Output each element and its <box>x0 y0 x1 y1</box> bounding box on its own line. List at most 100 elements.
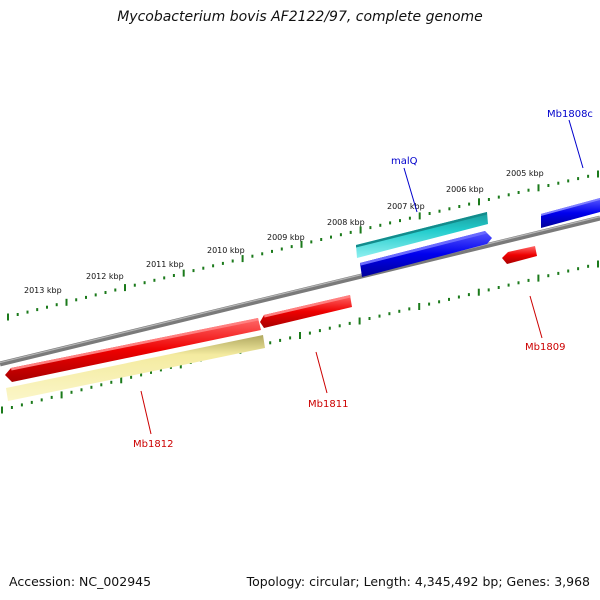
scale-minor-tick <box>55 303 58 307</box>
gene-malq-arrow[interactable] <box>360 231 492 277</box>
scale-minor-tick <box>221 261 224 265</box>
scale-major-tick <box>65 298 68 306</box>
scale-major-tick <box>182 269 185 277</box>
scale-minor-tick <box>577 267 580 271</box>
scale-minor-tick <box>517 191 520 194</box>
leader-mb1808c <box>568 119 584 169</box>
leader-mb1812 <box>140 390 152 435</box>
scale-minor-tick <box>349 230 352 234</box>
scale-minor-tick <box>348 321 351 325</box>
label-malq[interactable]: malQ <box>391 156 418 167</box>
scale-label-2009: 2009 kbp <box>267 233 305 242</box>
scale-minor-tick <box>153 278 156 282</box>
label-mb1809[interactable]: Mb1809 <box>525 342 565 353</box>
scale-minor-tick <box>388 312 391 316</box>
scale-minor-tick <box>408 307 411 311</box>
label-leaders <box>140 119 584 435</box>
scale-minor-tick <box>50 395 53 399</box>
scale-minor-tick <box>487 198 490 201</box>
scale-minor-tick <box>10 406 13 409</box>
scale-labels: 2013 kbp 2012 kbp 2011 kbp 2010 kbp 2009… <box>24 169 544 295</box>
scale-minor-tick <box>231 259 234 263</box>
scale-minor-tick <box>26 310 29 314</box>
scale-minor-tick <box>290 245 293 249</box>
scale-minor-tick <box>379 223 382 227</box>
scale-major-tick <box>358 317 361 325</box>
scale-minor-tick <box>75 298 78 302</box>
scale-major-tick <box>60 391 63 399</box>
scale-major-tick <box>418 303 421 310</box>
scale-minor-tick <box>328 326 331 330</box>
scale-minor-tick <box>251 254 254 258</box>
scale-minor-tick <box>163 276 166 280</box>
label-mb1811[interactable]: Mb1811 <box>308 399 348 410</box>
scale-label-2006: 2006 kbp <box>446 185 484 194</box>
scale-minor-tick <box>16 313 19 316</box>
gene-mb1812[interactable] <box>5 318 261 382</box>
scale-minor-tick <box>438 300 441 304</box>
scale-major-tick <box>120 376 123 384</box>
scale-minor-tick <box>368 317 371 320</box>
genome-backbone <box>0 215 600 367</box>
scale-minor-tick <box>487 288 490 292</box>
scale-minor-tick <box>70 390 73 394</box>
gene-mb1809[interactable] <box>502 246 537 264</box>
scale-label-2007: 2007 kbp <box>387 202 425 211</box>
genome-summary-text: Topology: circular; Length: 4,345,492 bp… <box>246 574 590 589</box>
scale-minor-tick <box>467 293 470 297</box>
scale-minor-tick <box>130 375 133 379</box>
scale-minor-tick <box>133 283 136 287</box>
gene-mb1812-bar[interactable] <box>6 335 265 401</box>
inner-scale-ticks <box>1 260 599 414</box>
scale-minor-tick <box>310 240 313 244</box>
scale-label-2013: 2013 kbp <box>24 286 62 295</box>
scale-minor-tick <box>140 373 143 377</box>
scale-minor-tick <box>507 283 510 287</box>
scale-minor-tick <box>399 219 401 223</box>
gene-mb1808c[interactable] <box>541 198 600 228</box>
scale-label-2010: 2010 kbp <box>207 246 245 255</box>
scale-minor-tick <box>100 383 103 387</box>
gene-mb1811[interactable] <box>260 295 352 328</box>
scale-major-tick <box>477 288 480 296</box>
scale-major-tick <box>1 406 3 414</box>
leader-mb1811 <box>315 351 328 394</box>
scale-minor-tick <box>398 309 401 313</box>
scale-minor-tick <box>567 269 570 273</box>
scale-minor-tick <box>557 271 560 275</box>
scale-minor-tick <box>517 281 520 285</box>
leader-malq <box>403 167 418 213</box>
scale-major-tick <box>359 226 362 234</box>
scale-minor-tick <box>567 179 570 183</box>
scale-minor-tick <box>30 400 33 404</box>
scale-minor-tick <box>94 293 97 297</box>
label-mb1808c[interactable]: Mb1808c <box>547 109 593 120</box>
scale-minor-tick <box>497 195 500 199</box>
scale-minor-tick <box>46 305 48 309</box>
scale-minor-tick <box>279 338 282 342</box>
outer-scale-ticks <box>7 170 599 321</box>
scale-minor-tick <box>448 297 450 301</box>
label-mb1812[interactable]: Mb1812 <box>133 439 173 450</box>
scale-minor-tick <box>587 174 590 178</box>
scale-minor-tick <box>468 202 471 206</box>
gene-malq-bar[interactable] <box>356 212 488 258</box>
scale-minor-tick <box>587 264 590 268</box>
scale-minor-tick <box>110 380 113 384</box>
scale-minor-tick <box>172 274 175 277</box>
scale-minor-tick <box>80 388 83 392</box>
map-title: Mycobacterium bovis AF2122/97, complete … <box>117 9 483 25</box>
scale-minor-tick <box>330 235 332 239</box>
scale-minor-tick <box>389 221 392 225</box>
scale-minor-tick <box>428 212 431 215</box>
scale-minor-tick <box>104 291 107 294</box>
scale-minor-tick <box>378 314 381 318</box>
scale-major-tick <box>299 332 301 339</box>
gene-features <box>5 198 600 401</box>
scale-minor-tick <box>507 193 510 197</box>
scale-minor-tick <box>114 288 117 292</box>
scale-minor-tick <box>527 278 530 282</box>
scale-minor-tick <box>547 274 550 278</box>
scale-minor-tick <box>527 188 530 192</box>
